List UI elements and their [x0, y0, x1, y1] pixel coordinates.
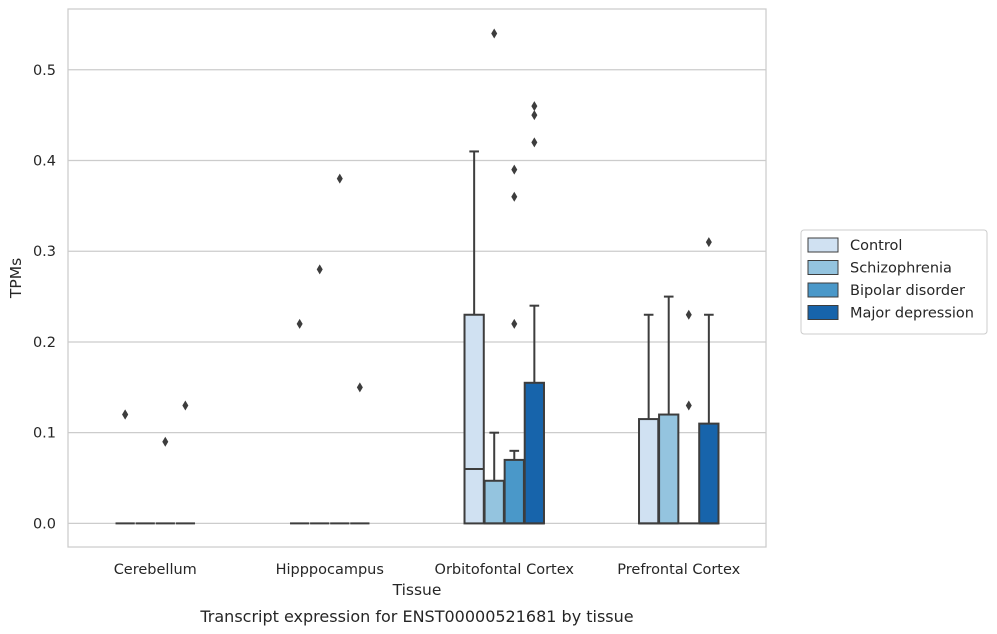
outlier-point [531, 101, 538, 112]
y-tick-label: 0.5 [33, 63, 56, 79]
box-element [503, 449, 525, 525]
legend-frame [800, 229, 988, 335]
box-element [463, 150, 485, 525]
legend-swatch [807, 237, 839, 253]
y-tick-label: 0.4 [33, 154, 56, 170]
y-tick-label: 0.1 [33, 426, 56, 442]
x-tick-label: Hipppocampus [276, 562, 384, 578]
outlier-point [336, 173, 343, 184]
box-body [523, 381, 545, 525]
box-element [638, 313, 660, 525]
box-body [483, 479, 505, 525]
x-axis-title: Tissue [392, 581, 442, 599]
outlier-point [162, 436, 169, 447]
legend: Control Schizophrenia Bipolar disorder Majo… [800, 229, 988, 335]
chart-caption: Transcript expression for ENST0000052168… [199, 607, 633, 626]
y-axis-title: TPMs [7, 258, 25, 299]
legend-swatch [807, 282, 839, 298]
x-tick-label: Orbitofontal Cortex [435, 562, 575, 578]
legend-swatch [807, 305, 839, 320]
legend-label: Control [850, 238, 902, 254]
outlier-point [182, 400, 189, 411]
box-element [523, 304, 545, 525]
outlier-point [296, 318, 303, 329]
y-tick-label: 0.2 [33, 335, 56, 351]
y-axis-ticks: 0.0 0.1 0.2 0.3 0.4 0.5 [33, 63, 56, 533]
boxes [115, 150, 720, 525]
plot-area-frame [67, 8, 767, 548]
outlier-point [511, 191, 518, 202]
legend-label: Bipolar disorder [850, 283, 965, 299]
legend-label: Major depression [850, 306, 974, 322]
box-body [638, 418, 660, 525]
box-element [698, 313, 720, 525]
box-body [463, 313, 485, 525]
y-tick-label: 0.3 [33, 244, 56, 260]
x-tick-label: Prefrontal Cortex [617, 562, 740, 578]
outlier-point [685, 400, 692, 411]
outlier-point [531, 137, 538, 148]
outlier-point [122, 409, 129, 420]
outlier-point [511, 318, 518, 329]
outlier-point [531, 110, 538, 121]
outlier-point [685, 309, 692, 320]
outlier-point [511, 164, 518, 175]
box-element [658, 295, 680, 525]
outlier-point [316, 264, 323, 275]
box-body [503, 458, 525, 525]
x-tick-label: Cerebellum [114, 562, 197, 578]
box-element [483, 431, 505, 525]
box-body [698, 422, 720, 525]
x-axis-ticks: Cerebellum Hipppocampus Orbitofontal Corte… [114, 562, 741, 578]
outlier-point [356, 382, 363, 393]
outlier-point [491, 28, 498, 39]
legend-swatch [807, 260, 839, 275]
outliers [122, 28, 712, 447]
legend-label: Schizophrenia [850, 261, 952, 277]
box-body [658, 413, 680, 525]
outlier-point [705, 237, 712, 248]
y-tick-label: 0.0 [33, 516, 56, 532]
